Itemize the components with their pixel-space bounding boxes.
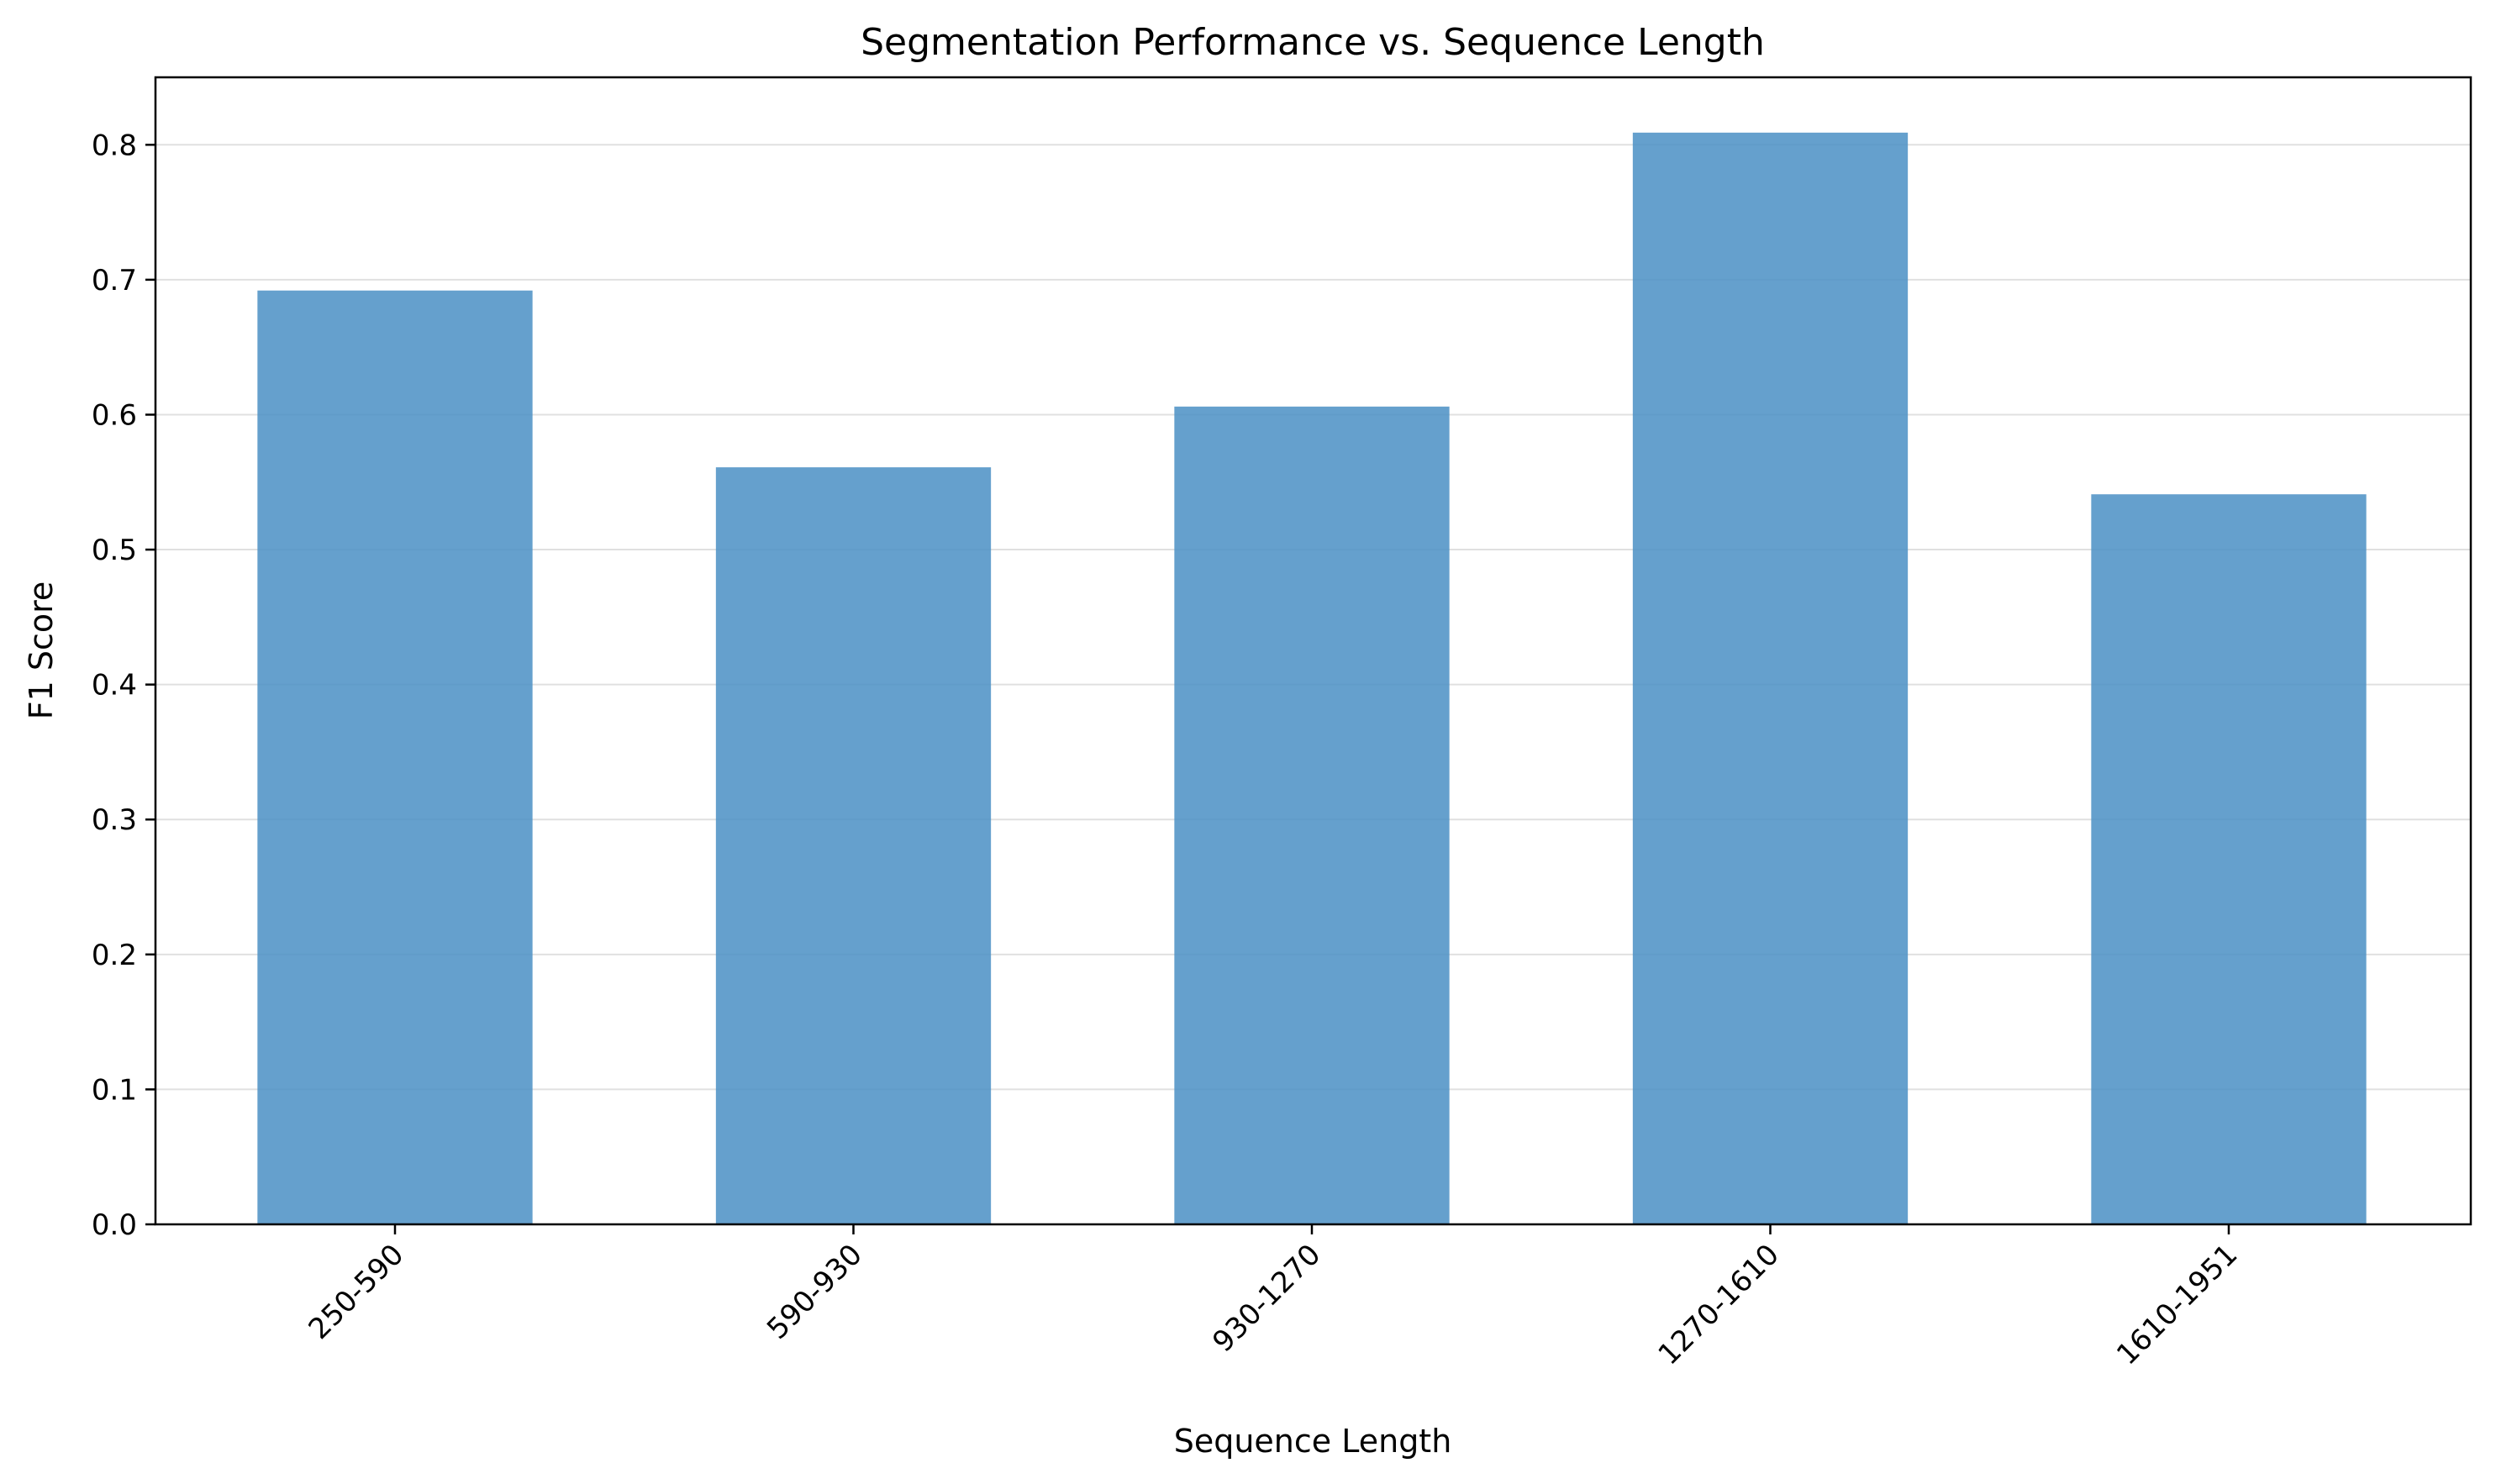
bar-590-930 bbox=[715, 467, 992, 1224]
bar-930-1270 bbox=[1174, 406, 1450, 1224]
y-tick-label: 0.4 bbox=[92, 669, 137, 703]
bar-250-590 bbox=[257, 290, 533, 1225]
x-axis: 250-590 590-930 930-1270 1270-1610 1610-1951 bbox=[303, 1224, 2244, 1371]
bar-1610-1951 bbox=[2091, 494, 2367, 1224]
y-tick-label: 0.1 bbox=[92, 1073, 137, 1107]
x-tick-label: 1270-1610 bbox=[1652, 1238, 1786, 1371]
plot-frame bbox=[154, 76, 2472, 1226]
y-tick-label: 0.6 bbox=[92, 398, 137, 432]
x-tick-label: 1610-1951 bbox=[2110, 1238, 2244, 1371]
y-tick-label: 0.5 bbox=[92, 534, 137, 567]
bar-1270-1610 bbox=[1632, 132, 1909, 1224]
x-tick-label: 250-590 bbox=[303, 1238, 411, 1346]
chart-title: Segmentation Performance vs. Sequence Le… bbox=[861, 21, 1765, 64]
bars bbox=[257, 132, 2367, 1225]
x-axis-label: Sequence Length bbox=[1174, 1423, 1452, 1460]
y-tick-label: 0.3 bbox=[92, 803, 137, 837]
y-tick-label: 0.7 bbox=[92, 264, 137, 297]
y-axis-label: F1 Score bbox=[23, 581, 60, 720]
y-tick-label: 0.0 bbox=[92, 1208, 137, 1242]
x-tick-label: 590-930 bbox=[761, 1238, 869, 1346]
x-tick-label: 930-1270 bbox=[1206, 1238, 1327, 1359]
y-axis: 0.0 0.1 0.2 0.3 0.4 0.5 0.6 0.7 0.8 bbox=[92, 129, 155, 1242]
y-tick-label: 0.2 bbox=[92, 939, 137, 972]
y-tick-label: 0.8 bbox=[92, 129, 137, 162]
